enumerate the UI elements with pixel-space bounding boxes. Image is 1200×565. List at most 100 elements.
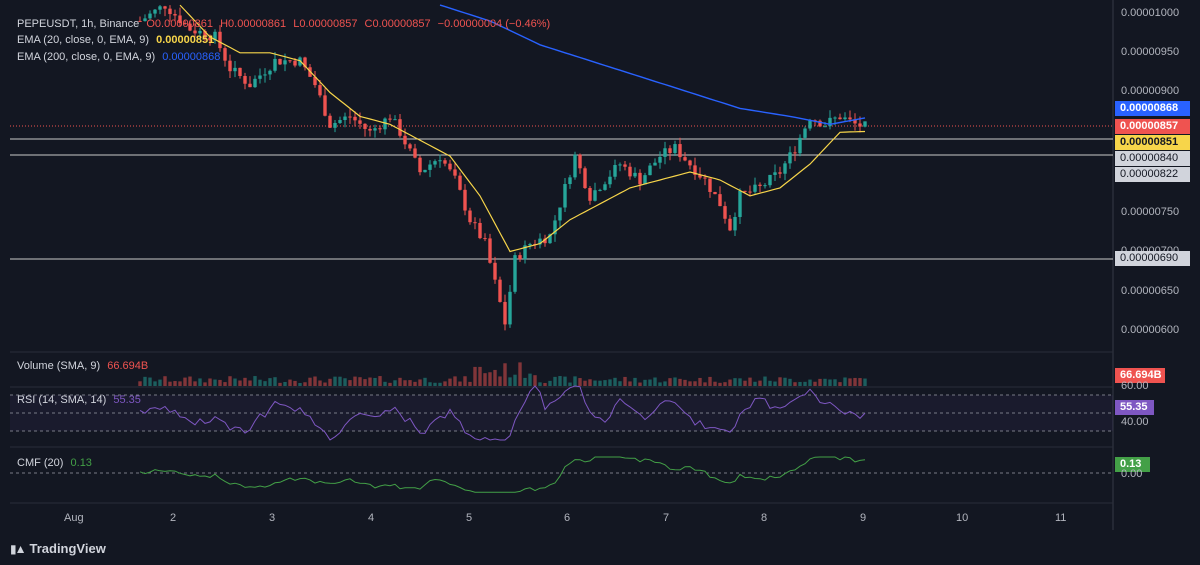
volume-bars xyxy=(138,362,867,386)
ema20-label: EMA (20, close, 0, EMA, 9) xyxy=(17,34,150,46)
candle-body xyxy=(828,117,832,127)
time-tick: 8 xyxy=(761,512,768,524)
ema20-legend[interactable]: EMA (20, close, 0, EMA, 9) 0.00000851 xyxy=(17,33,214,47)
volume-bar xyxy=(458,381,462,386)
symbol-legend[interactable]: PEPEUSDT, 1h, Binance O0.00000861 H0.000… xyxy=(17,17,550,31)
candle-body xyxy=(778,172,782,174)
candle-body xyxy=(653,162,657,166)
volume-bar xyxy=(163,376,167,386)
candle-body xyxy=(493,262,497,280)
candle-body xyxy=(678,144,682,158)
candle-body xyxy=(498,279,502,302)
cmf-line xyxy=(139,456,866,493)
volume-bar xyxy=(558,376,562,386)
open-value: O0.00000861 xyxy=(146,18,214,30)
candle-body xyxy=(173,14,177,16)
candle-body xyxy=(768,174,772,186)
volume-bar xyxy=(638,382,642,386)
candle-body xyxy=(633,172,637,177)
candle-body xyxy=(668,148,672,154)
candle-body xyxy=(848,117,852,120)
price-tick: 0.00000650 xyxy=(1121,285,1180,297)
volume-bar xyxy=(183,377,187,386)
tradingview-logo-icon: ▮▲ xyxy=(10,541,27,556)
cmf-legend[interactable]: CMF (20) 0.13 xyxy=(17,457,92,469)
volume-bar xyxy=(478,366,482,386)
candle-body xyxy=(548,234,552,244)
volume-bar xyxy=(203,382,207,386)
candle-body xyxy=(733,216,737,231)
volume-bar xyxy=(403,380,407,386)
symbol-line: PEPEUSDT, 1h, Binance xyxy=(17,18,140,30)
candle-body xyxy=(333,122,337,128)
volume-legend[interactable]: Volume (SMA, 9) 66.694B xyxy=(17,360,148,372)
volume-bar xyxy=(368,377,372,386)
volume-bar xyxy=(398,377,402,386)
rsi-label: RSI (14, SMA, 14) xyxy=(17,394,107,406)
price-tick: 0.00000750 xyxy=(1121,206,1180,218)
candle-body xyxy=(693,165,697,175)
candle-body xyxy=(158,6,162,10)
volume-bar xyxy=(158,379,162,386)
candle-body xyxy=(438,160,442,162)
volume-bar xyxy=(798,381,802,386)
volume-bar xyxy=(748,377,752,386)
volume-bar xyxy=(253,376,257,386)
volume-bar xyxy=(318,380,322,386)
candle-body xyxy=(663,148,667,157)
candle-body xyxy=(783,163,787,174)
volume-bar xyxy=(443,381,447,386)
volume-bar xyxy=(168,381,172,386)
candle-body xyxy=(618,164,622,166)
price-tick: 0.00001000 xyxy=(1121,7,1180,19)
candle-body xyxy=(408,144,412,149)
candle-body xyxy=(448,163,452,170)
volume-bar xyxy=(728,379,732,386)
candle-body xyxy=(583,168,587,189)
volume-bar xyxy=(373,377,377,386)
rsi-legend[interactable]: RSI (14, SMA, 14) 55.35 xyxy=(17,394,141,406)
candle-body xyxy=(313,76,317,86)
candle-body xyxy=(178,15,182,24)
candle-body xyxy=(188,23,192,31)
volume-bar xyxy=(328,378,332,386)
candle-body xyxy=(708,178,712,192)
candle-body xyxy=(383,118,387,130)
volume-bar xyxy=(513,374,517,386)
volume-bar xyxy=(758,380,762,386)
volume-bar xyxy=(233,378,237,386)
candle-body xyxy=(388,118,392,120)
volume-bar xyxy=(838,382,842,386)
volume-bar xyxy=(353,376,357,386)
volume-bar xyxy=(343,378,347,386)
ema200-legend[interactable]: EMA (200, close, 0, EMA, 9) 0.00000868 xyxy=(17,50,220,64)
candle-body xyxy=(863,121,867,127)
candle-body xyxy=(573,154,577,178)
volume-bar xyxy=(498,376,502,386)
candle-body xyxy=(823,126,827,128)
ema200-label: EMA (200, close, 0, EMA, 9) xyxy=(17,51,156,63)
candle-body xyxy=(558,207,562,221)
candle-body xyxy=(433,161,437,165)
tradingview-logo[interactable]: ▮▲ TradingView xyxy=(10,541,106,556)
volume-bar xyxy=(273,377,277,386)
volume-bar xyxy=(823,378,827,386)
cmf-label: CMF (20) xyxy=(17,457,64,469)
candle-body xyxy=(138,20,142,22)
last-price-tag: 0.00000857 xyxy=(1115,119,1190,134)
ema20-price-tag: 0.00000851 xyxy=(1115,135,1190,150)
volume-bar xyxy=(143,376,147,386)
volume-bar xyxy=(208,378,212,386)
volume-bar xyxy=(808,379,812,386)
candle-body xyxy=(563,184,567,208)
volume-bar xyxy=(788,378,792,386)
volume-bar xyxy=(518,362,522,386)
volume-bar xyxy=(783,377,787,386)
candle-body xyxy=(348,116,352,118)
candle-body xyxy=(283,60,287,65)
time-tick: 10 xyxy=(956,512,969,524)
candle-body xyxy=(213,31,217,41)
volume-bar xyxy=(573,376,577,386)
volume-bar xyxy=(393,380,397,386)
